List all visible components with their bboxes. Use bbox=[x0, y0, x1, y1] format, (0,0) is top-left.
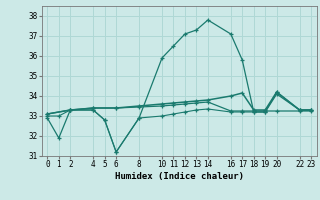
X-axis label: Humidex (Indice chaleur): Humidex (Indice chaleur) bbox=[115, 172, 244, 181]
